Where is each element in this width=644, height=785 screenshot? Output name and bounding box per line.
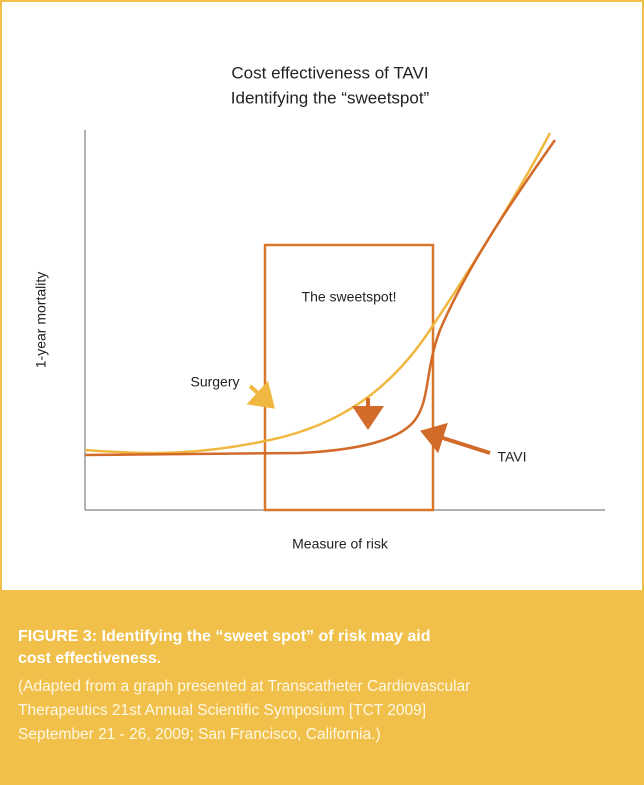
sweetspot-box [263,243,435,512]
caption-panel [1,590,643,784]
caption-heading: cost effectiveness. [18,650,161,667]
curve-label: TAVI [497,449,526,465]
caption-body: (Adapted from a graph presented at Trans… [18,678,470,695]
arrow [420,422,491,455]
caption-body: September 21 - 26, 2009; San Francisco, … [18,726,381,743]
y-axis-label: 1-year mortality [33,272,49,368]
caption-heading: FIGURE 3: Identifying the “sweet spot” o… [18,628,431,645]
tavi-curve [84,139,557,457]
title: Cost effectiveness of TAVI [231,63,428,82]
caption-body: Therapeutics 21st Annual Scientific Symp… [18,702,426,719]
x-axis-label: Measure of risk [292,536,389,552]
title: Identifying the “sweetspot” [231,88,430,107]
arrow [246,380,275,409]
curve-label: Surgery [190,374,239,390]
box-label: The sweetspot! [302,289,397,305]
